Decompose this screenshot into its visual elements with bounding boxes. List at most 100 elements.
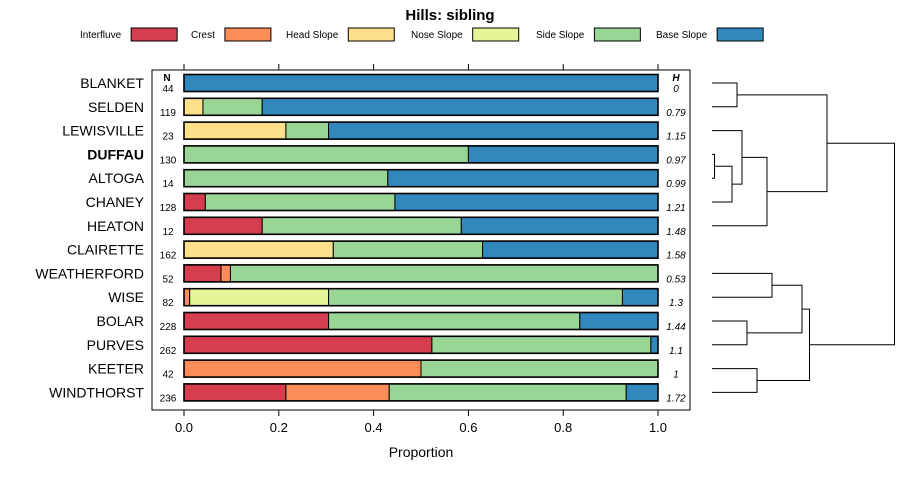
- plot-frame: [151, 69, 691, 411]
- row-label: CLAIRETTE: [67, 242, 144, 258]
- bar-segment: [189, 288, 330, 307]
- bar-outline: [183, 145, 659, 164]
- bar-segment: [650, 335, 659, 354]
- legend: Interfluve Crest Head Slope Nose Slope Side …: [80, 27, 764, 42]
- bar-segment: [183, 74, 659, 92]
- n-values: 44 119 23 130 14 128 12 162 52 82 228 262 42 236: [160, 84, 177, 404]
- bar-segment: [467, 145, 659, 164]
- bar-segment: [183, 97, 204, 116]
- bar-segment: [621, 288, 659, 307]
- bar-segment: [183, 264, 222, 283]
- row-label: DUFFAU: [87, 146, 144, 162]
- bar-segment: [183, 383, 287, 402]
- bar-segment: [183, 312, 330, 330]
- row-label: ALTOGA: [88, 170, 144, 186]
- bar-outline: [183, 168, 659, 188]
- bar-segment: [261, 216, 462, 235]
- dendrogram-branch: [712, 153, 715, 179]
- bar-outline: [183, 359, 659, 378]
- bar-segment: [183, 216, 263, 235]
- x-tick-label: 0.0: [175, 420, 193, 435]
- n-value: 128: [160, 203, 177, 214]
- dendrogram-branch: [737, 94, 828, 193]
- bar-outline: [183, 216, 659, 236]
- bar-outline: [183, 383, 659, 402]
- x-tick-label: 0.2: [270, 420, 288, 435]
- bar-segment: [431, 335, 652, 354]
- bar-segment: [202, 97, 263, 116]
- n-value: 52: [162, 274, 174, 285]
- row-labels: BLANKET SELDEN LEWISVILLE DUFFAU ALTOGA CHANE…: [35, 75, 144, 400]
- bar-outline: [183, 335, 659, 355]
- bar-segment: [183, 288, 191, 307]
- row-label: PURVES: [87, 337, 144, 353]
- bar-outline: [183, 287, 659, 307]
- row-label: BLANKET: [80, 75, 144, 91]
- n-value: 12: [162, 227, 174, 238]
- bar-outline: [183, 97, 659, 117]
- bar-outline: [183, 192, 659, 212]
- bar-segment: [332, 240, 484, 259]
- legend-swatch: [130, 27, 178, 42]
- legend-swatch: [716, 27, 764, 42]
- dendrogram-branch: [809, 142, 895, 346]
- bar-outline: [183, 121, 659, 140]
- n-value: 228: [160, 322, 177, 333]
- row-label: KEETER: [88, 361, 144, 377]
- x-axis-label: Proportion: [389, 444, 454, 460]
- top-ticks: [183, 64, 659, 70]
- bars: [183, 73, 659, 402]
- legend-swatch: [347, 27, 395, 42]
- n-value: 14: [162, 179, 174, 190]
- h-value: 1.21: [666, 203, 685, 214]
- legend-label: Interfluve: [80, 30, 122, 41]
- bar-segment: [420, 359, 659, 378]
- h-column-header: H: [672, 73, 680, 84]
- legend-label: Side Slope: [536, 30, 585, 41]
- bar-segment: [482, 240, 659, 259]
- h-value: 1: [673, 370, 679, 381]
- n-value: 42: [162, 370, 174, 381]
- dendrogram-branch: [712, 272, 773, 298]
- h-value: 1.72: [666, 393, 686, 404]
- legend-swatch: [472, 27, 520, 42]
- h-value: 0.97: [666, 155, 686, 166]
- h-value: 1.15: [666, 132, 686, 143]
- legend-swatch: [224, 27, 272, 42]
- dendrogram: [712, 82, 895, 393]
- row-label: SELDEN: [88, 99, 144, 115]
- legend-label: Crest: [191, 30, 215, 41]
- chart-title: Hills: sibling: [405, 7, 494, 24]
- dendrogram-branch: [747, 284, 803, 334]
- bar-segment: [183, 169, 389, 188]
- x-tick-label: 0.4: [365, 420, 383, 435]
- bar-segment: [183, 240, 334, 259]
- bar-segment: [183, 359, 422, 378]
- bar-segment: [220, 264, 231, 283]
- bar-segment: [285, 383, 390, 402]
- row-label: HEATON: [87, 218, 144, 234]
- row-label: WISE: [108, 289, 144, 305]
- row-label: LEWISVILLE: [62, 123, 144, 139]
- n-value: 236: [160, 393, 177, 404]
- legend-label: Nose Slope: [411, 30, 463, 41]
- dendrogram-branch: [712, 130, 743, 185]
- bar-segment: [394, 193, 659, 211]
- bar-segment: [229, 264, 659, 283]
- row-label: WINDTHORST: [49, 384, 144, 400]
- dendrogram-branch: [712, 156, 768, 227]
- n-value: 82: [162, 298, 174, 309]
- bar-segment: [579, 312, 659, 330]
- bar-segment: [625, 383, 659, 402]
- row-label: WEATHERFORD: [35, 265, 144, 281]
- n-value: 162: [160, 251, 177, 262]
- x-tick-label: 0.8: [554, 420, 572, 435]
- h-value: 1.1: [669, 346, 683, 357]
- h-value: 0.79: [666, 108, 686, 119]
- bar-segment: [183, 145, 469, 164]
- bar-segment: [387, 169, 659, 188]
- n-value: 23: [162, 132, 174, 143]
- bar-outline: [183, 311, 659, 331]
- bar-segment: [460, 216, 659, 235]
